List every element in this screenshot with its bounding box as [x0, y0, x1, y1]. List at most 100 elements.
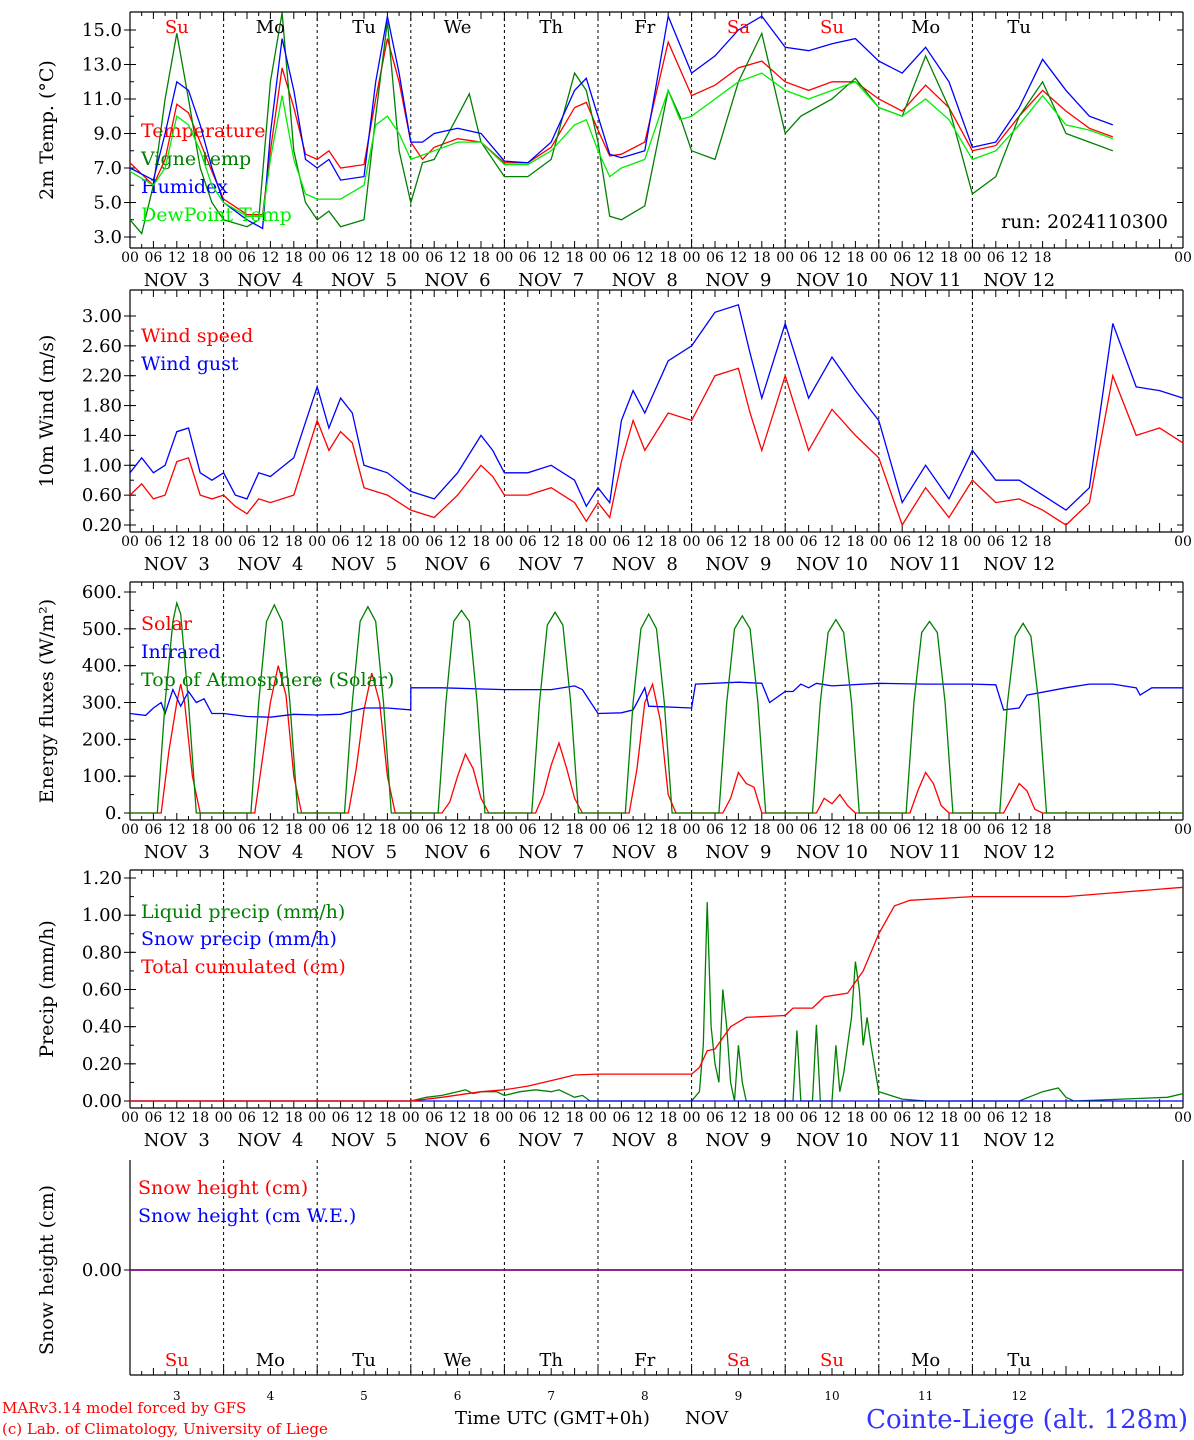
hour-label: 12: [449, 534, 467, 550]
series-line: [129, 72, 1114, 217]
hour-label: 06: [893, 1110, 911, 1126]
hour-label: 06: [238, 1110, 256, 1126]
date-label: NOV 11: [890, 554, 962, 575]
hour-label: 00: [215, 822, 233, 838]
date-label: NOV 8: [612, 842, 678, 863]
hour-label: 00: [121, 250, 139, 266]
hour-label: 06: [238, 534, 256, 550]
hour-label: 00: [308, 534, 326, 550]
hour-label: 00: [402, 1110, 420, 1126]
y-tick-label: 600.: [82, 582, 122, 603]
hour-label: 18: [940, 1110, 958, 1126]
day-name: Mo: [256, 17, 285, 38]
date-label: NOV 12: [983, 554, 1055, 575]
hour-label: 18: [753, 822, 771, 838]
hour-label: 12: [261, 534, 279, 550]
hour-label: 06: [425, 250, 443, 266]
y-tick-label: 2.60: [82, 336, 122, 357]
hour-label: 12: [823, 534, 841, 550]
hour-label: 18: [378, 250, 396, 266]
y-tick-label: 9.0: [93, 124, 122, 145]
date-label: NOV 7: [518, 270, 584, 291]
day-name: Fr: [634, 17, 655, 38]
hour-label: 00: [215, 534, 233, 550]
date-label: NOV 11: [890, 270, 962, 291]
date-label: NOV 7: [518, 1130, 584, 1151]
hour-label: 00: [589, 534, 607, 550]
legend-entry: Solar: [141, 613, 193, 635]
day-name: Mo: [256, 1350, 285, 1371]
panel-5: 0.00 Snow height (cm) Snow height (cm) Snow…: [36, 1160, 1184, 1376]
hour-label: 18: [285, 534, 303, 550]
hour-label: 00: [963, 1110, 981, 1126]
hour-label: 18: [378, 1110, 396, 1126]
hour-label: 18: [566, 534, 584, 550]
y-tick-label: 5.0: [93, 193, 122, 214]
hour-label: 06: [987, 822, 1005, 838]
hour-label: 06: [612, 534, 630, 550]
y-tick-label: 0.60: [82, 485, 122, 506]
hour-label: 12: [823, 250, 841, 266]
hour-label: 00: [215, 1110, 233, 1126]
hour-label: 18: [566, 1110, 584, 1126]
hour-label: 00: [683, 822, 701, 838]
hour-label: 06: [144, 250, 162, 266]
hour-label: 18: [846, 534, 864, 550]
hour-label: 18: [191, 1110, 209, 1126]
hour-label: 12: [823, 1110, 841, 1126]
date-label: NOV 5: [331, 270, 397, 291]
date-label: NOV 3: [144, 270, 210, 291]
hour-label: 00: [963, 534, 981, 550]
hour-label: 06: [519, 1110, 537, 1126]
hour-label: 06: [144, 534, 162, 550]
y-tick-label: 500.: [82, 619, 122, 640]
date-label: NOV 7: [518, 554, 584, 575]
hour-label: 12: [168, 250, 186, 266]
hour-label: 00: [215, 250, 233, 266]
hour-label: 00: [683, 534, 701, 550]
day-name: Su: [820, 1350, 844, 1371]
model-credit: MARv3.14 model forced by GFS: [2, 1399, 246, 1417]
hour-label: 00: [870, 1110, 888, 1126]
hour-label: 18: [846, 822, 864, 838]
day-name: Sa: [727, 17, 750, 38]
y-tick-label: 2.20: [82, 366, 122, 387]
y-tick-label: 200.: [82, 729, 122, 750]
hour-label: 12: [542, 822, 560, 838]
hour-label: 12: [1010, 534, 1028, 550]
day-number: 3: [173, 1389, 181, 1403]
hour-label: 18: [753, 534, 771, 550]
day-name: Su: [165, 17, 189, 38]
day-name: Tu: [352, 1350, 376, 1371]
hour-label: 06: [425, 534, 443, 550]
hour-label: 00: [402, 534, 420, 550]
hour-label: 00: [776, 534, 794, 550]
series-line: [130, 600, 1183, 814]
day-number: 11: [918, 1389, 933, 1403]
hour-label: 06: [706, 534, 724, 550]
y-tick-label: 1.80: [82, 396, 122, 417]
hour-label: 12: [729, 822, 747, 838]
hour-label: 00: [121, 822, 139, 838]
hour-label: 18: [659, 250, 677, 266]
hour-label: 00: [308, 1110, 326, 1126]
hour-label: 12: [1010, 822, 1028, 838]
hour-label: 06: [332, 534, 350, 550]
hour-label: 18: [659, 1110, 677, 1126]
day-name: Fr: [634, 1350, 655, 1371]
y-tick-label: 11.0: [82, 89, 122, 110]
hour-label: 12: [917, 822, 935, 838]
hour-label: 06: [238, 822, 256, 838]
hour-label: 00: [589, 1110, 607, 1126]
hour-label: 18: [753, 1110, 771, 1126]
legend-entry: Snow precip (mm/h): [141, 928, 337, 950]
hour-label: 06: [706, 250, 724, 266]
hour-label: 00: [776, 1110, 794, 1126]
y-axis-label: 2m Temp. (°C): [36, 60, 58, 200]
day-name: Th: [539, 17, 563, 38]
hour-label: 12: [449, 822, 467, 838]
hour-label: 12: [1010, 1110, 1028, 1126]
hour-label: 18: [1034, 1110, 1052, 1126]
date-label: NOV 8: [612, 554, 678, 575]
